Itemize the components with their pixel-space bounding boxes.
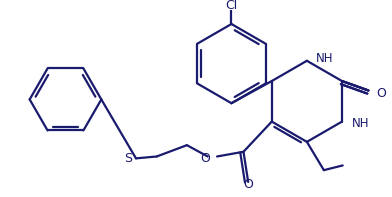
Text: O: O — [376, 87, 386, 100]
Text: NH: NH — [316, 52, 334, 65]
Text: NH: NH — [351, 117, 369, 130]
Text: S: S — [124, 152, 132, 165]
Text: O: O — [201, 152, 211, 165]
Text: O: O — [243, 178, 253, 191]
Text: Cl: Cl — [225, 0, 238, 12]
